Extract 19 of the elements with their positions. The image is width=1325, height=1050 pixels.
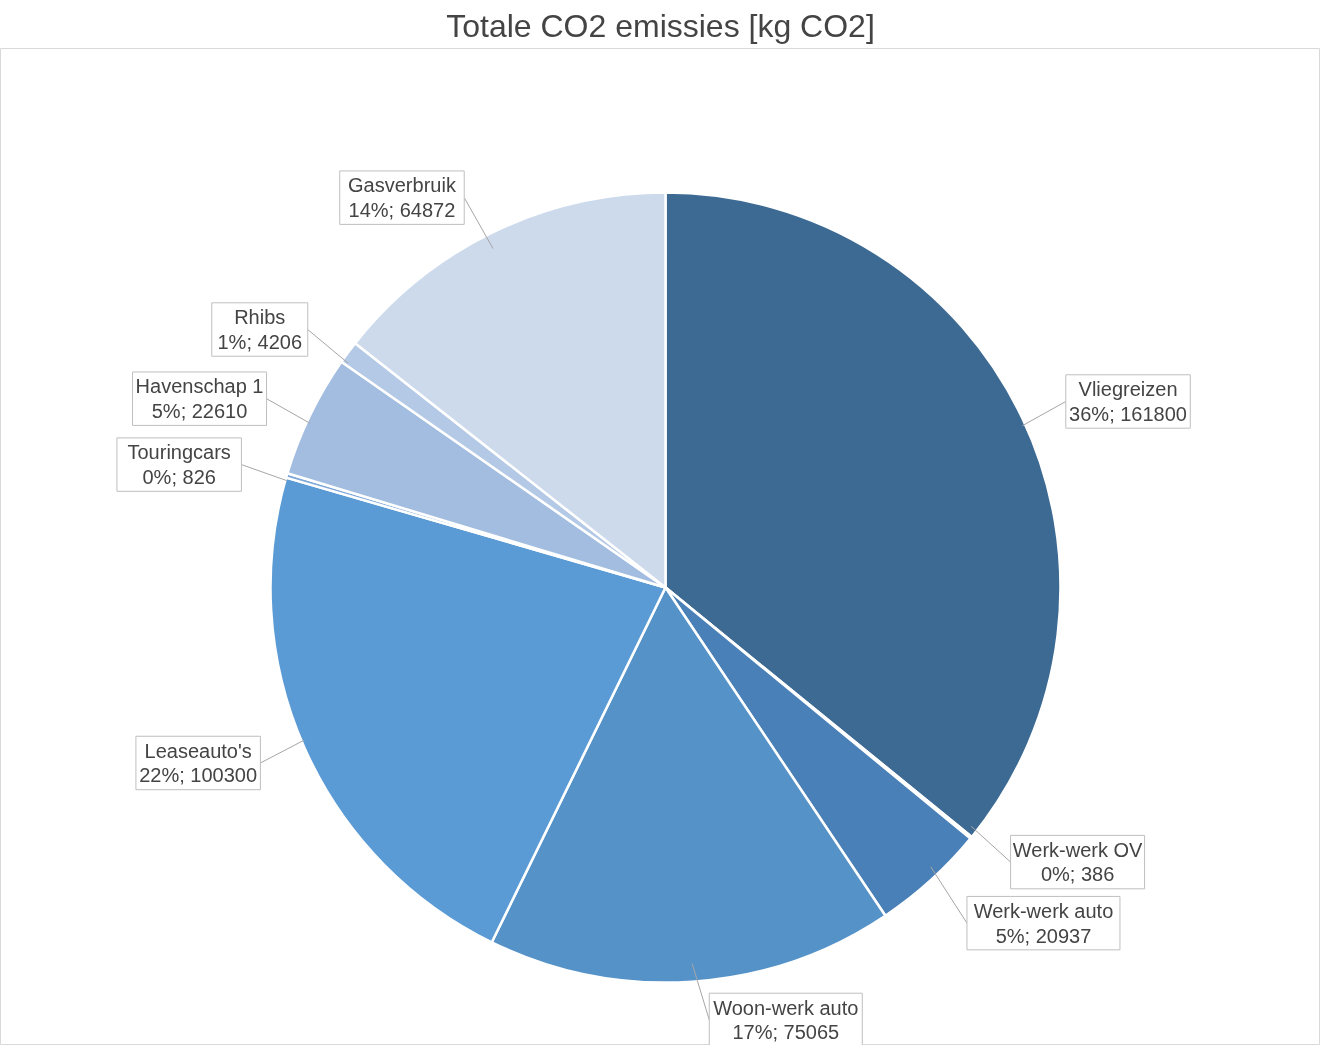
slice-label: Vliegreizen <box>1078 378 1178 401</box>
slice-label: Gasverbruik <box>348 174 457 197</box>
slice-label: Woon-werk auto <box>713 996 859 1019</box>
slice-label: Havenschap 1 <box>135 375 264 398</box>
data-label: 22%; 100300 <box>139 764 258 787</box>
slice-label: Leaseauto's <box>144 739 252 762</box>
chart-title: Totale CO2 emissies [kg CO2] <box>446 7 875 44</box>
slice-label: Werk-werk OV <box>1012 838 1144 861</box>
data-label: 5%; 22610 <box>151 400 248 423</box>
slice-label: Touringcars <box>127 441 231 464</box>
slice-label: Rhibs <box>234 306 286 329</box>
data-label: 5%; 20937 <box>995 924 1092 947</box>
data-label: 0%; 826 <box>142 465 216 488</box>
data-label: 36%; 161800 <box>1069 402 1187 425</box>
data-label: 0%; 386 <box>1040 863 1115 886</box>
data-label: 14%; 64872 <box>348 199 456 222</box>
slice-label: Werk-werk auto <box>973 899 1114 922</box>
data-label: 1%; 4206 <box>217 330 303 353</box>
data-label: 17%; 75065 <box>732 1021 840 1044</box>
